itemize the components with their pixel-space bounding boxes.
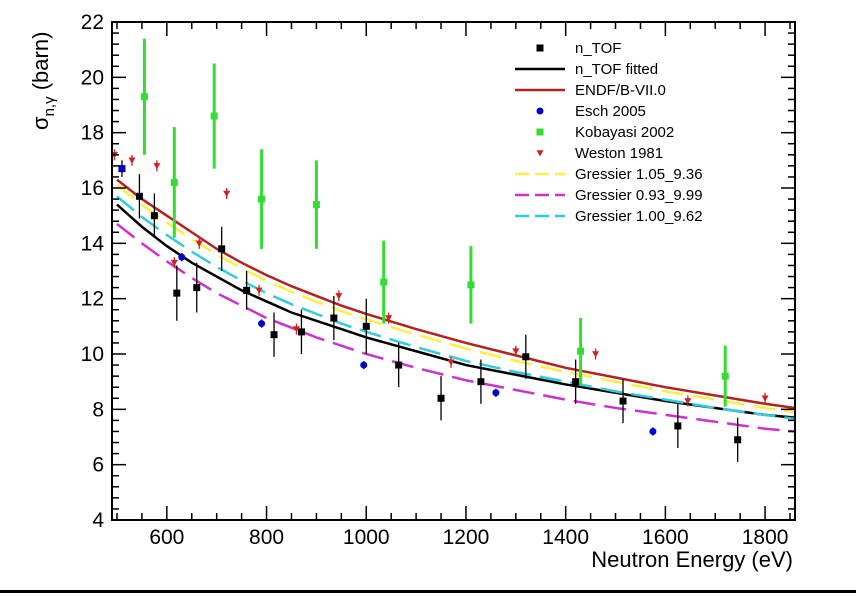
data-point xyxy=(330,314,338,322)
data-point xyxy=(362,322,370,330)
series-line-6 xyxy=(116,184,795,414)
data-point xyxy=(135,192,143,200)
axes: 600 800 1000 1200 1400 1600 1800 4 6 8 10 12 14 16 18 2… xyxy=(81,11,796,549)
data-point xyxy=(150,212,158,220)
data-point xyxy=(572,378,580,386)
data-point xyxy=(477,378,485,386)
data-point xyxy=(335,293,343,300)
legend-swatch-0 xyxy=(536,44,544,52)
legend-label-3: Esch 2005 xyxy=(575,103,646,120)
series-line-8 xyxy=(116,195,795,421)
x-tick-label: 1400 xyxy=(542,526,589,549)
data-point xyxy=(385,315,393,322)
data-point xyxy=(395,361,403,369)
data-point xyxy=(467,281,475,289)
legend-swatch-5 xyxy=(536,150,544,157)
data-point xyxy=(243,286,251,294)
x-tick-label: 1600 xyxy=(642,526,689,549)
data-point xyxy=(684,398,692,405)
data-point xyxy=(492,389,500,397)
legend-label-8: Gressier 1.00_9.62 xyxy=(575,208,703,225)
data-point xyxy=(118,165,126,173)
plot-frame xyxy=(111,21,796,521)
data-point xyxy=(258,320,266,328)
y-axis-title-subscript: n,γ xyxy=(41,96,58,117)
y-tick-label: 12 xyxy=(81,288,104,311)
data-point xyxy=(297,328,305,336)
data-point xyxy=(258,195,266,203)
data-point xyxy=(170,259,178,267)
y-tick-label: 16 xyxy=(81,177,104,200)
data-point xyxy=(173,289,181,297)
data-point xyxy=(522,353,530,361)
y-axis-title-symbol: σ xyxy=(28,116,53,130)
legend-label-1: n_TOF fitted xyxy=(575,61,658,78)
legend-label-2: ENDF/B-VII.0 xyxy=(575,82,666,99)
data-point xyxy=(195,240,203,247)
legend-label-0: n_TOF xyxy=(575,40,621,57)
data-point xyxy=(255,287,263,294)
data-point xyxy=(193,284,201,292)
y-axis-title: σn,γ (barn) xyxy=(28,32,58,130)
data-point xyxy=(218,245,226,253)
y-tick-label: 20 xyxy=(81,66,104,89)
data-point xyxy=(649,427,657,435)
y-tick-label: 10 xyxy=(81,343,104,366)
data-point xyxy=(734,436,742,444)
y-tick-label: 8 xyxy=(92,398,104,421)
data-point xyxy=(721,372,729,380)
x-axis-title: Neutron Energy (eV) xyxy=(591,547,793,572)
data-point xyxy=(592,351,600,358)
x-tick-label: 1000 xyxy=(343,526,390,549)
data-point xyxy=(140,93,148,101)
series-line-2 xyxy=(116,178,795,410)
x-tick-label: 800 xyxy=(249,526,284,549)
data-point xyxy=(292,326,300,333)
data-point xyxy=(437,394,445,402)
legend-label-5: Weston 1981 xyxy=(575,145,663,162)
data-point xyxy=(210,112,218,120)
legend: n_TOF n_TOF fitted ENDF/B-VII.0 Esch 2005 Ko… xyxy=(515,40,703,225)
y-tick-label: 4 xyxy=(92,509,104,532)
y-tick-label: 14 xyxy=(81,232,105,255)
y-tick-label: 22 xyxy=(81,11,104,34)
legend-swatch-3 xyxy=(536,107,544,115)
legend-label-7: Gressier 0.93_9.99 xyxy=(575,187,703,204)
y-tick-label: 6 xyxy=(92,454,104,477)
data-point xyxy=(619,397,627,405)
legend-swatch-4 xyxy=(536,128,544,136)
plot-area xyxy=(112,38,795,462)
data-point xyxy=(761,395,769,402)
series-line-1 xyxy=(116,203,795,419)
data-point xyxy=(223,190,231,198)
x-tick-label: 1800 xyxy=(742,526,789,549)
data-point xyxy=(128,157,136,164)
data-point xyxy=(170,178,178,186)
x-tick-label: 1200 xyxy=(443,526,490,549)
data-point xyxy=(178,253,186,261)
data-point xyxy=(270,331,278,339)
x-tick-label: 600 xyxy=(149,526,184,549)
data-point xyxy=(447,359,455,366)
data-point xyxy=(512,348,520,355)
data-point xyxy=(312,201,320,209)
data-point xyxy=(380,278,388,286)
bottom-rule xyxy=(0,590,856,593)
data-point xyxy=(360,361,368,369)
series-line-7 xyxy=(116,222,795,433)
legend-label-4: Kobayasi 2002 xyxy=(575,124,674,141)
data-point xyxy=(674,422,682,430)
legend-label-6: Gressier 1.05_9.36 xyxy=(575,166,703,183)
y-axis-title-unit: (barn) xyxy=(28,32,53,97)
data-point xyxy=(577,347,585,355)
plot-clipped-group xyxy=(112,38,795,462)
data-point xyxy=(153,163,161,170)
y-tick-label: 18 xyxy=(81,122,104,145)
